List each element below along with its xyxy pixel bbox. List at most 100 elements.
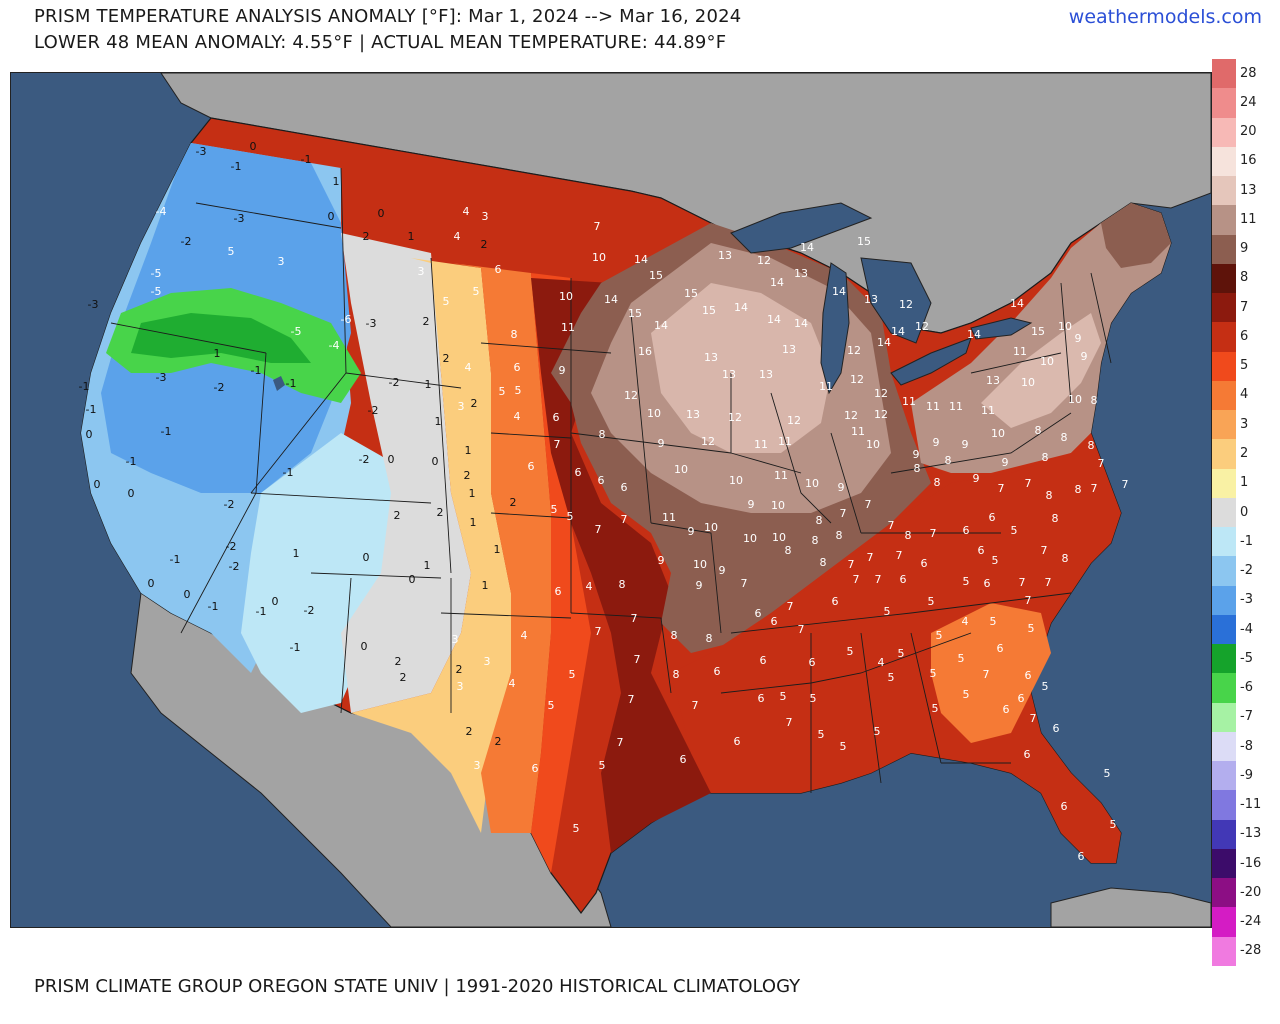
legend-label: 4 bbox=[1240, 387, 1249, 403]
anomaly-label: 5 bbox=[599, 759, 606, 772]
anomaly-label: 5 bbox=[930, 667, 937, 680]
anomaly-label: 7 bbox=[1045, 576, 1052, 589]
legend-label: -16 bbox=[1240, 855, 1262, 871]
anomaly-label: 8 bbox=[945, 454, 952, 467]
anomaly-label: 7 bbox=[875, 573, 882, 586]
anomaly-label: 16 bbox=[638, 345, 652, 358]
anomaly-label: 7 bbox=[888, 519, 895, 532]
anomaly-label: -5 bbox=[151, 267, 162, 280]
anomaly-label: 0 bbox=[328, 210, 335, 223]
anomaly-label: 6 bbox=[575, 466, 582, 479]
anomaly-label: -1 bbox=[208, 600, 219, 613]
anomaly-label: 10 bbox=[805, 477, 819, 490]
lake-ontario bbox=[970, 317, 1033, 340]
anomaly-label: 9 bbox=[838, 481, 845, 494]
anomaly-label: 3 bbox=[418, 265, 425, 278]
anomaly-label: 10 bbox=[693, 558, 707, 571]
anomaly-label: 7 bbox=[840, 507, 847, 520]
anomaly-label: 4 bbox=[509, 677, 516, 690]
anomaly-label: 11 bbox=[662, 511, 676, 524]
anomaly-label: 3 bbox=[457, 680, 464, 693]
anomaly-label: 9 bbox=[1075, 332, 1082, 345]
anomaly-label: 8 bbox=[914, 462, 921, 475]
anomaly-label: 5 bbox=[499, 385, 506, 398]
anomaly-label: 11 bbox=[754, 438, 768, 451]
lake-superior bbox=[730, 202, 873, 254]
anomaly-label: 13 bbox=[986, 374, 1000, 387]
legend-swatch bbox=[1212, 644, 1236, 674]
anomaly-label: 7 bbox=[998, 482, 1005, 495]
anomaly-map[interactable]: -3 0 -1 -1 1 -4 -2 5 3 0 0 2 1 -5 -5 -6 -3 3 2 4 3 4 2 6 5 5 7 10 14… bbox=[10, 72, 1212, 928]
region-midwest-pale bbox=[651, 283, 831, 453]
anomaly-label: 7 bbox=[798, 623, 805, 636]
legend-swatch bbox=[1212, 234, 1236, 265]
anomaly-label: 0 bbox=[250, 140, 257, 153]
anomaly-label: -1 bbox=[301, 153, 312, 166]
map-title: PRISM TEMPERATURE ANALYSIS ANOMALY [°F]:… bbox=[34, 6, 742, 27]
legend-swatch bbox=[1212, 293, 1236, 323]
region-northwest-green-2 bbox=[131, 313, 311, 363]
legend-label: 1 bbox=[1240, 475, 1249, 491]
anomaly-label: 5 bbox=[1104, 767, 1111, 780]
anomaly-label: 5 bbox=[228, 245, 235, 258]
region-high-plains bbox=[351, 258, 511, 833]
anomaly-label: 9 bbox=[1002, 456, 1009, 469]
anomaly-label: 6 bbox=[900, 573, 907, 586]
anomaly-label: 6 bbox=[680, 753, 687, 766]
anomaly-label: 7 bbox=[741, 577, 748, 590]
legend-swatch bbox=[1212, 263, 1236, 294]
legend-swatch bbox=[1212, 146, 1236, 177]
anomaly-label: 2 bbox=[363, 230, 370, 243]
anomaly-label: 2 bbox=[481, 238, 488, 251]
anomaly-label: 3 bbox=[474, 759, 481, 772]
legend-swatch bbox=[1212, 702, 1236, 733]
anomaly-label: 12 bbox=[728, 411, 742, 424]
anomaly-label: 0 bbox=[272, 595, 279, 608]
anomaly-label: 1 bbox=[425, 378, 432, 391]
anomaly-label: 3 bbox=[484, 655, 491, 668]
legend-label: 28 bbox=[1240, 65, 1257, 81]
anomaly-label: 7 bbox=[1025, 594, 1032, 607]
anomaly-label: 8 bbox=[1046, 489, 1053, 502]
anomaly-label: 14 bbox=[634, 253, 648, 266]
anomaly-label: 12 bbox=[850, 373, 864, 386]
anomaly-label: 10 bbox=[1058, 320, 1072, 333]
anomaly-label: 15 bbox=[857, 235, 871, 248]
anomaly-label: 5 bbox=[888, 671, 895, 684]
anomaly-label: 12 bbox=[874, 408, 888, 421]
legend-swatch bbox=[1212, 322, 1236, 353]
map-subtitle: LOWER 48 MEAN ANOMALY: 4.55°F | ACTUAL M… bbox=[34, 32, 727, 53]
anomaly-label: 0 bbox=[148, 577, 155, 590]
legend-swatch bbox=[1212, 878, 1236, 908]
anomaly-label: 8 bbox=[934, 476, 941, 489]
anomaly-label: 11 bbox=[851, 425, 865, 438]
anomaly-label: 1 bbox=[333, 175, 340, 188]
anomaly-label: -2 bbox=[368, 404, 379, 417]
anomaly-label: 5 bbox=[928, 595, 935, 608]
anomaly-label: 2 bbox=[400, 671, 407, 684]
anomaly-label: 5 bbox=[990, 615, 997, 628]
anomaly-label: 3 bbox=[482, 210, 489, 223]
anomaly-label: 15 bbox=[628, 307, 642, 320]
anomaly-label: 4 bbox=[878, 656, 885, 669]
anomaly-label: 8 bbox=[511, 328, 518, 341]
anomaly-label: 7 bbox=[554, 438, 561, 451]
anomaly-label: 8 bbox=[1042, 451, 1049, 464]
anomaly-label: -1 bbox=[283, 466, 294, 479]
legend-swatch bbox=[1212, 848, 1236, 879]
anomaly-label: 7 bbox=[1091, 482, 1098, 495]
anomaly-label: 5 bbox=[818, 728, 825, 741]
lake-erie bbox=[890, 337, 972, 386]
anomaly-label: 11 bbox=[949, 400, 963, 413]
anomaly-label: 14 bbox=[832, 285, 846, 298]
anomaly-label: 2 bbox=[510, 496, 517, 509]
anomaly-label: 6 bbox=[1018, 692, 1025, 705]
anomaly-label: 8 bbox=[1035, 424, 1042, 437]
anomaly-label: 1 bbox=[435, 415, 442, 428]
site-link[interactable]: weathermodels.com bbox=[1068, 6, 1262, 28]
region-plains-orange bbox=[451, 263, 551, 833]
legend-swatch bbox=[1212, 205, 1236, 236]
legend-swatch bbox=[1212, 176, 1236, 206]
legend-label: -13 bbox=[1240, 826, 1262, 842]
anomaly-label: 8 bbox=[619, 578, 626, 591]
